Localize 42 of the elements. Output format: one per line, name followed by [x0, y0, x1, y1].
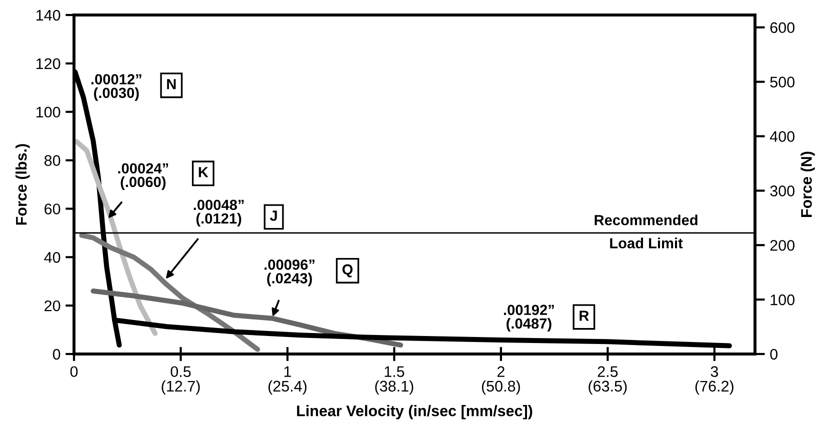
x2-tick-label: (25.4) — [268, 380, 306, 395]
y2-tick-label: 600 — [770, 22, 794, 34]
annotation: .00012” (.0030) — [91, 74, 142, 101]
x-tick-label: 0.5 — [170, 366, 191, 378]
annotation: Q — [342, 264, 353, 278]
x-tick-label: 3 — [710, 366, 718, 378]
annotation: R — [580, 310, 589, 321]
y-tick-label: 20 — [44, 300, 60, 312]
y2-tick-label: 100 — [770, 294, 794, 306]
x-tick-label: 2.5 — [598, 366, 618, 378]
y-tick-label: 100 — [36, 106, 60, 118]
y-tick-label: 120 — [36, 58, 60, 70]
x-axis-title: Linear Velocity (in/sec [mm/sec]) — [297, 405, 532, 420]
x2-tick-label: (12.7) — [162, 380, 200, 395]
x-tick-label: 2 — [497, 366, 504, 377]
x-tick-label: 1.5 — [384, 366, 404, 378]
x2-tick-label: (50.8) — [482, 380, 520, 395]
y-tick-label: 80 — [44, 155, 60, 166]
x-tick-label: 0 — [70, 366, 78, 378]
annotation: N — [167, 79, 176, 90]
y-tick-label: 60 — [44, 204, 60, 214]
x2-tick-label: (38.1) — [375, 380, 414, 395]
y2-tick-label: 0 — [770, 348, 778, 360]
y2-axis-title: Force (N) — [800, 152, 815, 218]
y-axis-title: Force (lbs.) — [16, 144, 30, 225]
annotation: .00096” (.0243) — [264, 260, 314, 286]
annotation: J — [270, 210, 277, 221]
y-tick-label: 0 — [52, 348, 60, 360]
y-tick-label: 140 — [36, 10, 60, 21]
y2-tick-label: 400 — [770, 131, 794, 142]
x-tick-label: 1 — [284, 366, 291, 377]
x2-tick-label: (76.2) — [695, 380, 734, 395]
y2-tick-label: 500 — [770, 76, 794, 88]
x2-tick-label: (63.5) — [588, 380, 627, 395]
annotation: .00024” (.0060) — [118, 163, 168, 190]
annotation: K — [198, 167, 208, 178]
y2-tick-label: 200 — [770, 240, 794, 251]
ref-line-label: Recommended Load Limit — [594, 214, 698, 248]
annotation: .00048” (.0121) — [194, 200, 244, 227]
y-tick-label: 40 — [44, 252, 60, 263]
annotation: .00192” (.0487) — [504, 304, 554, 332]
y2-tick-label: 300 — [770, 186, 794, 196]
